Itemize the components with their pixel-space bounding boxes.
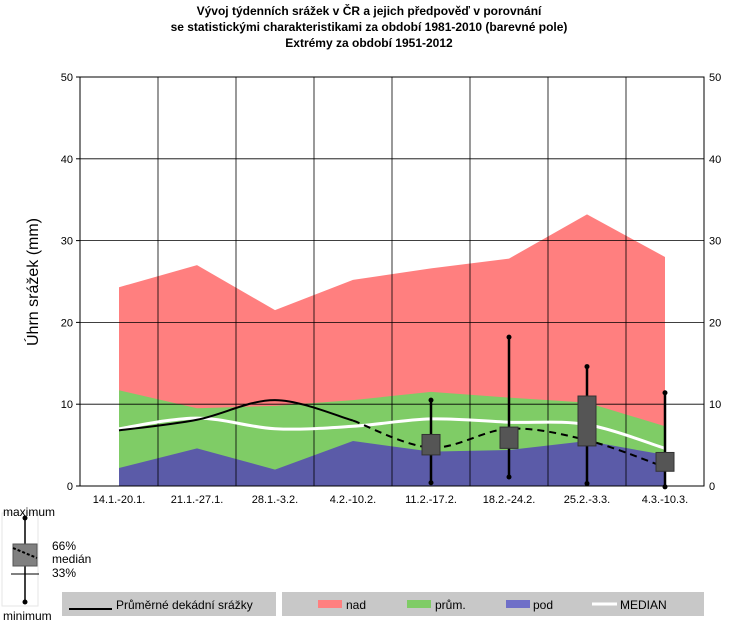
legend-nad-label: nad <box>346 598 366 612</box>
box-legend-33: 33% <box>52 566 76 580</box>
box-min-dot <box>662 484 668 490</box>
y-tick-right: 20 <box>709 317 721 329</box>
y-tick-right: 10 <box>709 399 721 411</box>
box-legend-box <box>12 543 38 567</box>
y-axis-label: Úhrn srážek (mm) <box>23 218 42 346</box>
y-tick-left: 30 <box>61 236 73 248</box>
box-max-dot <box>662 390 668 396</box>
forecast-boxes <box>421 334 675 490</box>
forecast-box <box>421 433 441 456</box>
legend-pod-swatch <box>506 600 530 608</box>
x-tick-label: 4.3.-10.3. <box>642 494 688 506</box>
y-tick-right: 50 <box>709 72 721 84</box>
series-observed-line <box>118 399 354 432</box>
box-max-dot <box>506 334 512 340</box>
y-tick-left: 10 <box>61 399 73 411</box>
axes: 0 0 10 10 20 20 30 30 40 40 50 50 14.1.-20.1. 21.1.-2… <box>61 72 722 506</box>
box-max-dot <box>428 397 434 403</box>
y-tick-right: 0 <box>709 481 715 493</box>
y-tick-left: 0 <box>67 481 73 493</box>
legend-separator <box>276 592 282 616</box>
legend-pod-label: pod <box>533 598 553 612</box>
forecast-median-line <box>352 419 666 469</box>
legend-avg-label: Průměrné dekádní srážky <box>116 598 253 612</box>
forecast-box <box>499 426 519 449</box>
legend-nad-swatch <box>318 600 342 608</box>
box-legend-minimum: minimum <box>3 609 52 622</box>
box-legend-median-line <box>12 547 38 559</box>
x-tick-label: 28.1.-3.2. <box>252 494 298 506</box>
box-legend-max-dot <box>22 515 28 521</box>
series-legend: Průměrné dekádní srážky nad prům. pod ME… <box>62 592 704 616</box>
box-legend: maximum 66% medián 33% minimum <box>1 505 91 622</box>
forecast-box <box>577 395 597 447</box>
box-legend-66: 66% <box>52 539 76 553</box>
legend-median-label: MEDIAN <box>620 598 667 612</box>
box-legend-min-dot <box>22 599 28 605</box>
y-tick-left: 50 <box>61 72 73 84</box>
legend-prum-label: prům. <box>435 598 466 612</box>
box-min-dot <box>584 481 590 487</box>
box-max-dot <box>584 364 590 370</box>
chart-title: Vývoj týdenních srážek v ČR a jejich pře… <box>0 3 738 51</box>
box-min-dot <box>428 480 434 486</box>
x-tick-label: 11.2.-17.2. <box>405 494 457 506</box>
x-tick-label: 4.2.-10.2. <box>330 494 376 506</box>
box-legend-maximum: maximum <box>3 505 55 519</box>
y-tick-left: 40 <box>61 154 73 166</box>
y-tick-right: 40 <box>709 154 721 166</box>
box-min-dot <box>506 474 512 480</box>
y-tick-right: 30 <box>709 236 721 248</box>
x-tick-label: 18.2.-24.2. <box>483 494 536 506</box>
box-legend-median: medián <box>52 552 91 566</box>
x-tick-label: 21.1.-27.1. <box>171 494 224 506</box>
legend-prum-swatch <box>407 600 431 608</box>
title-line-3: Extrémy za období 1951-2012 <box>285 36 453 50</box>
y-tick-left: 20 <box>61 317 73 329</box>
x-tick-label: 14.1.-20.1. <box>93 494 146 506</box>
x-tick-label: 25.2.-3.3. <box>564 494 610 506</box>
title-line-1: Vývoj týdenních srážek v ČR a jejich pře… <box>196 4 542 18</box>
forecast-box <box>655 451 675 472</box>
title-line-2: se statistickými charakteristikami za ob… <box>170 20 568 34</box>
plot-frame <box>79 76 705 487</box>
